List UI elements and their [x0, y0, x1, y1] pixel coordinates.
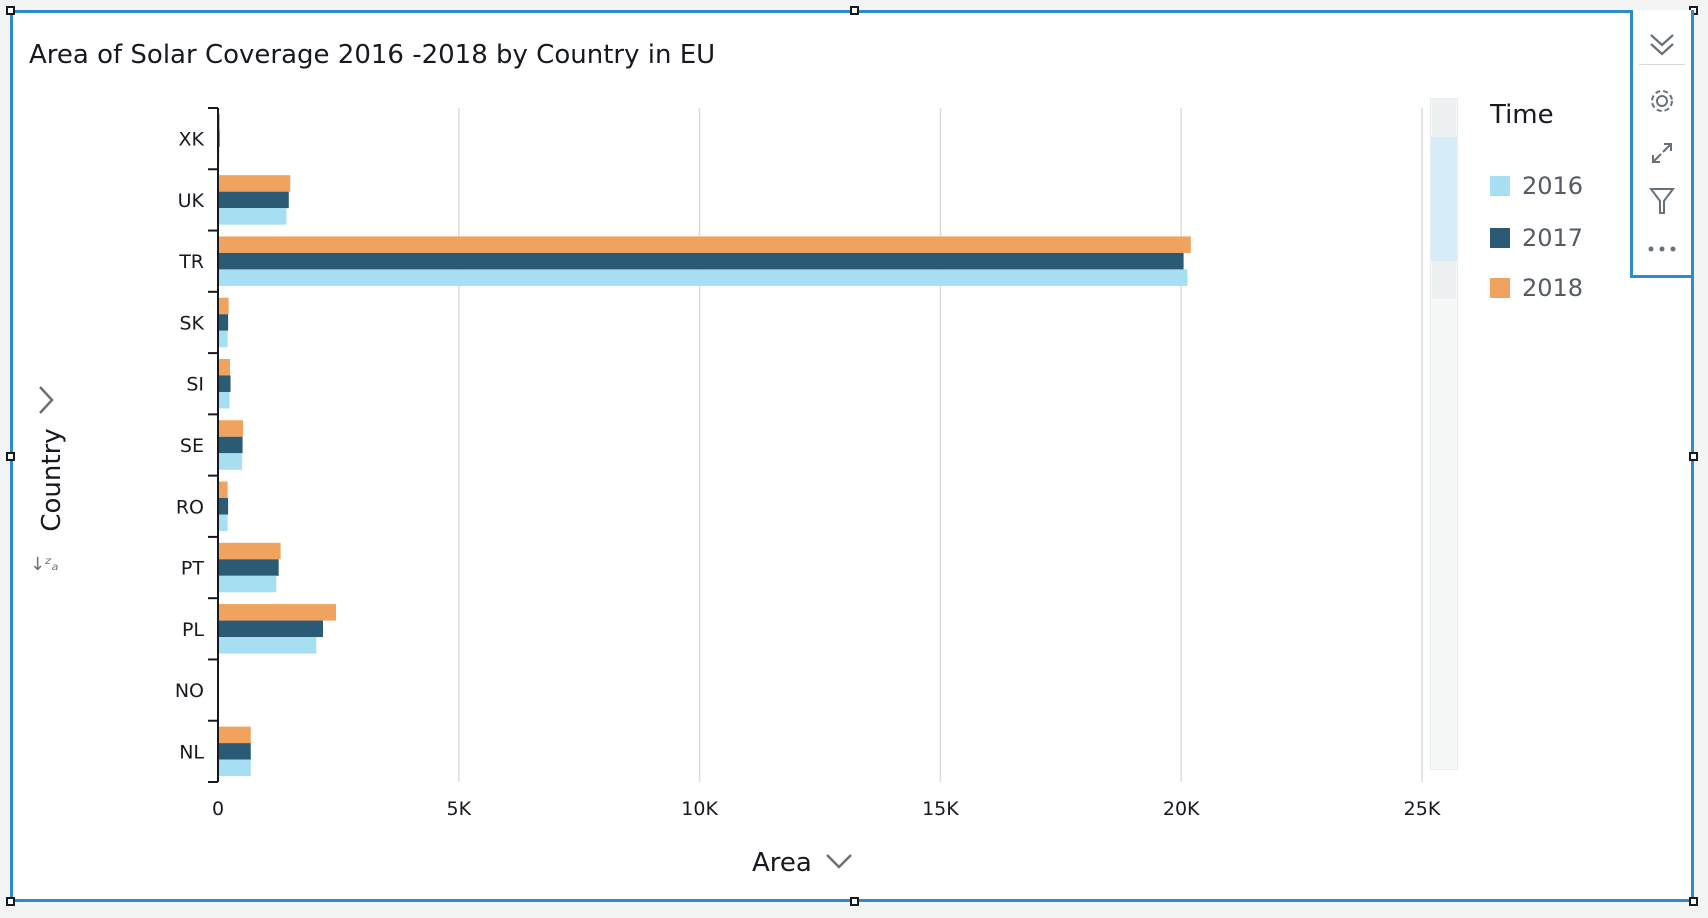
bar-SK-2018[interactable]: [218, 297, 229, 315]
scroll-cap-top[interactable]: [1432, 99, 1456, 137]
bar-PL-2016[interactable]: [218, 637, 317, 654]
scrollbar-thumb[interactable]: [1431, 137, 1457, 261]
x-axis-title-group[interactable]: Area: [752, 848, 854, 878]
legend-title: Time: [1490, 100, 1554, 130]
bar-SE-2017[interactable]: [218, 436, 243, 454]
x-axis-title: Area: [752, 848, 812, 878]
bars: [218, 113, 1191, 777]
bar-RO-2016[interactable]: [218, 514, 228, 532]
bar-SE-2018[interactable]: [218, 420, 244, 437]
bar-TR-2016[interactable]: [218, 269, 1188, 286]
resize-handle-bl[interactable]: [6, 897, 15, 906]
bar-NL-2018[interactable]: [218, 726, 251, 744]
y-tick-label: PL: [182, 619, 204, 641]
bar-UK-2017[interactable]: [218, 191, 289, 209]
bar-RO-2018[interactable]: [218, 481, 228, 499]
bar-PT-2017[interactable]: [218, 559, 279, 576]
axis-labels: 0 5K 10K 15K 20K 25K XK UK TR SK SI SE RO PT PL NO NL: [175, 129, 1441, 820]
resize-handle-tc[interactable]: [850, 6, 859, 15]
filter-icon[interactable]: [1633, 178, 1691, 224]
bar-UK-2018[interactable]: [218, 175, 291, 192]
y-tick-label: NL: [179, 741, 204, 763]
chevron-right-icon[interactable]: [36, 384, 56, 420]
bar-PT-2016[interactable]: [218, 575, 277, 593]
grid-lines: [458, 108, 1423, 782]
visual-frame[interactable]: Area of Solar Coverage 2016 -2018 by Cou…: [10, 10, 1694, 902]
legend-label: 2016: [1522, 172, 1584, 200]
bar-SK-2016[interactable]: [218, 330, 228, 348]
chart-title: Area of Solar Coverage 2016 -2018 by Cou…: [29, 40, 716, 70]
bar-SI-2018[interactable]: [218, 358, 231, 376]
x-tick-label: 10K: [681, 798, 718, 820]
y-tick-label: PT: [181, 558, 204, 580]
legend-item-2017[interactable]: 2017: [1490, 224, 1583, 252]
bar-NL-2017[interactable]: [218, 743, 251, 760]
legend-label: 2018: [1522, 274, 1584, 302]
bar-PL-2017[interactable]: [218, 620, 323, 638]
resize-handle-tl[interactable]: [6, 6, 15, 15]
legend-swatch: [1490, 228, 1510, 248]
bar-PL-2018[interactable]: [218, 604, 336, 621]
y-tick-label: SE: [180, 435, 204, 457]
resize-handle-br[interactable]: [1689, 897, 1698, 906]
expand-arrows-icon[interactable]: [1633, 130, 1691, 176]
bar-RO-2017[interactable]: [218, 498, 229, 515]
gear-icon[interactable]: [1633, 78, 1691, 124]
y-tick-label: RO: [176, 496, 204, 518]
bar-SE-2016[interactable]: [218, 453, 243, 470]
x-tick-label: 15K: [922, 798, 959, 820]
resize-handle-ml[interactable]: [6, 452, 15, 461]
y-axis: [208, 107, 219, 783]
double-chevron-down-icon[interactable]: [1633, 22, 1691, 68]
legend-label: 2017: [1522, 224, 1584, 252]
y-axis-title[interactable]: Country: [37, 428, 67, 532]
scroll-cap-bottom[interactable]: [1432, 261, 1456, 299]
toolbar-separator: [1639, 64, 1685, 65]
y-tick-label: SK: [179, 312, 204, 334]
bar-SI-2016[interactable]: [218, 391, 230, 409]
y-tick-label: SI: [186, 374, 204, 396]
visual-toolbar: [1630, 10, 1694, 278]
bar-UK-2016[interactable]: [218, 208, 287, 225]
bar-SI-2017[interactable]: [218, 375, 231, 392]
legend-scrollbar[interactable]: [1430, 98, 1458, 770]
legend-item-2018[interactable]: 2018: [1490, 274, 1583, 302]
more-options-icon[interactable]: [1633, 226, 1691, 272]
resize-handle-mr[interactable]: [1689, 452, 1698, 461]
x-tick-label: 5K: [447, 798, 472, 820]
x-tick-label: 25K: [1404, 798, 1441, 820]
x-tick-label: 0: [212, 798, 224, 820]
resize-handle-bc[interactable]: [850, 897, 859, 906]
sort-az-icon[interactable]: ↓ᶻₐ: [30, 554, 59, 575]
legend-swatch: [1490, 278, 1510, 298]
legend-item-2016[interactable]: 2016: [1490, 172, 1583, 200]
y-tick-label: TR: [178, 251, 204, 273]
bar-PT-2018[interactable]: [218, 542, 281, 560]
y-tick-label: NO: [175, 680, 204, 702]
chevron-down-icon[interactable]: [824, 851, 854, 875]
bar-TR-2018[interactable]: [218, 236, 1191, 253]
bar-TR-2017[interactable]: [218, 252, 1184, 270]
y-tick-label: UK: [178, 190, 205, 212]
legend-swatch: [1490, 176, 1510, 196]
bar-NL-2016[interactable]: [218, 759, 251, 777]
x-tick-label: 20K: [1163, 798, 1200, 820]
y-tick-label: XK: [179, 129, 205, 151]
bar-SK-2017[interactable]: [218, 314, 229, 331]
